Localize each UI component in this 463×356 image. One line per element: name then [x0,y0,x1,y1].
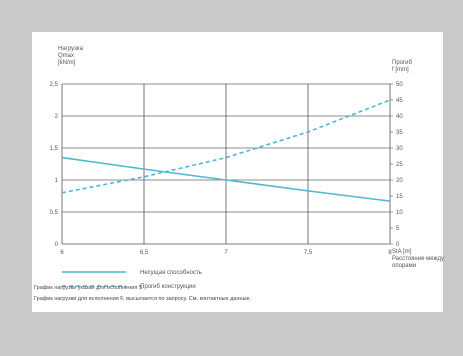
y-right-axis-label: f [mm] [392,67,409,73]
x-axis-label: опорами [392,263,416,269]
y-right-axis-label: Прогиб [392,60,413,66]
y-left-axis-label: Нагрузка [58,46,84,52]
x-tick-label: 8 [388,250,392,256]
y-right-tick-label: 35 [396,130,403,136]
note-line-2: График нагрузки для исполнения F, высыла… [34,296,252,302]
x-tick-label: 6 [60,250,64,256]
y-right-tick-label: 0 [396,242,400,248]
series-deflection-line [61,99,391,194]
y-right-tick-label: 10 [396,210,403,216]
chart-card [32,32,443,312]
y-left-tick-label: 1,5 [50,146,59,152]
x-tick-label: 7,5 [304,250,313,256]
y-left-tick-label: 0 [55,242,59,248]
legend-label: Прогиб конструкции [140,284,196,290]
y-right-tick-label: 45 [396,98,403,104]
y-left-tick-label: 2 [55,114,59,120]
y-right-tick-label: 15 [396,194,403,200]
y-right-tick-label: 30 [396,146,403,152]
y-right-tick-label: 25 [396,162,403,168]
x-tick-label: 6,5 [140,250,149,256]
y-left-tick-label: 0,5 [50,210,59,216]
x-axis-label: StA [m] [392,249,412,255]
series-capacity-line [61,156,391,202]
y-left-axis-label: [kN/m] [58,60,76,66]
y-right-tick-label: 5 [396,226,400,232]
x-tick-label: 7 [224,250,228,256]
y-left-tick-label: 1 [55,178,59,184]
x-axis-label: Расстояние между [392,256,444,262]
y-right-tick-label: 50 [396,82,403,88]
y-left-tick-label: 2,5 [50,82,59,88]
legend-label: Несущая способность [140,270,202,276]
y-right-tick-label: 20 [396,178,403,184]
y-left-axis-label: Qmax [58,53,74,59]
y-right-tick-label: 40 [396,114,403,120]
note-line-1: График нагрузки указан для исполнения S [34,285,143,291]
